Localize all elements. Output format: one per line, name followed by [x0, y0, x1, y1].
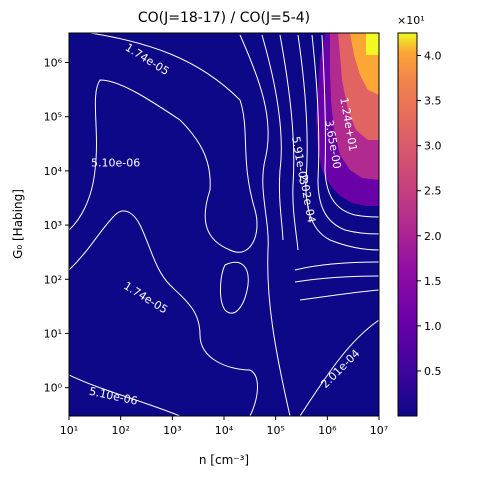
y-tick-label: 10⁵ [44, 111, 62, 124]
contour-line [299, 319, 379, 416]
contour-line [69, 374, 181, 416]
y-axis: 10⁰ 10¹ 10² 10³ 10⁴ 10⁵ 10⁶ [44, 56, 69, 395]
y-tick-label: 10⁶ [44, 56, 63, 69]
colorbar [397, 32, 418, 417]
x-tick-label: 10³ [163, 424, 181, 437]
x-axis-title: n [cm⁻³] [199, 453, 249, 467]
y-tick-label: 10³ [44, 219, 62, 232]
contour-line [294, 261, 379, 271]
y-tick-label: 10⁰ [44, 382, 63, 395]
colorbar-tick-label: 3.0 [424, 140, 442, 153]
x-tick-label: 10⁶ [318, 424, 337, 437]
contour-line [311, 34, 379, 235]
colorbar-tick-label: 0.5 [424, 365, 442, 378]
colorbar-tick-label: 2.5 [424, 185, 442, 198]
colorbar-tick-label: 1.5 [424, 275, 442, 288]
contour-label: 5.10e-06 [91, 157, 140, 170]
contour-line [279, 34, 299, 251]
y-tick-label: 10¹ [44, 327, 62, 340]
contour-line [297, 34, 379, 251]
x-axis: 10¹ 10² 10³ 10⁴ 10⁵ 10⁶ 10⁷ [60, 416, 388, 437]
contour-line [69, 210, 258, 416]
colorbar-tick-label: 4.0 [424, 50, 442, 63]
contour-line [220, 261, 249, 314]
colorbar-multiplier: ×10¹ [397, 14, 425, 27]
contour-line [239, 34, 291, 416]
colorbar-tick-label: 1.0 [424, 320, 442, 333]
colorbar-tick-label: 2.0 [424, 230, 442, 243]
x-tick-label: 10⁴ [215, 424, 234, 437]
y-tick-label: 10² [44, 273, 62, 286]
x-tick-label: 10² [111, 424, 129, 437]
colorbar-ticks: 0.5 1.0 1.5 2.0 2.5 3.0 3.5 4.0 [417, 50, 442, 378]
chart-title: CO(J=18-17) / CO(J=5-4) [138, 10, 310, 26]
x-tick-label: 10⁷ [370, 424, 388, 437]
x-tick-label: 10¹ [60, 424, 78, 437]
contour-line [321, 34, 379, 218]
contour-line [294, 275, 379, 283]
y-tick-label: 10⁴ [44, 165, 63, 178]
contour-lines [69, 33, 379, 416]
colorbar-tick-label: 3.5 [424, 95, 442, 108]
contour-line [299, 289, 379, 301]
heatmap-peak-cell [366, 33, 379, 55]
contour-line [69, 33, 258, 253]
contour-line [261, 34, 284, 241]
plot-area: 1.74e-055.10e-061.74e-055.10e-062.01e-04… [69, 33, 379, 416]
x-tick-label: 10⁵ [266, 424, 284, 437]
y-axis-title: G₀ [Habing] [11, 189, 25, 259]
